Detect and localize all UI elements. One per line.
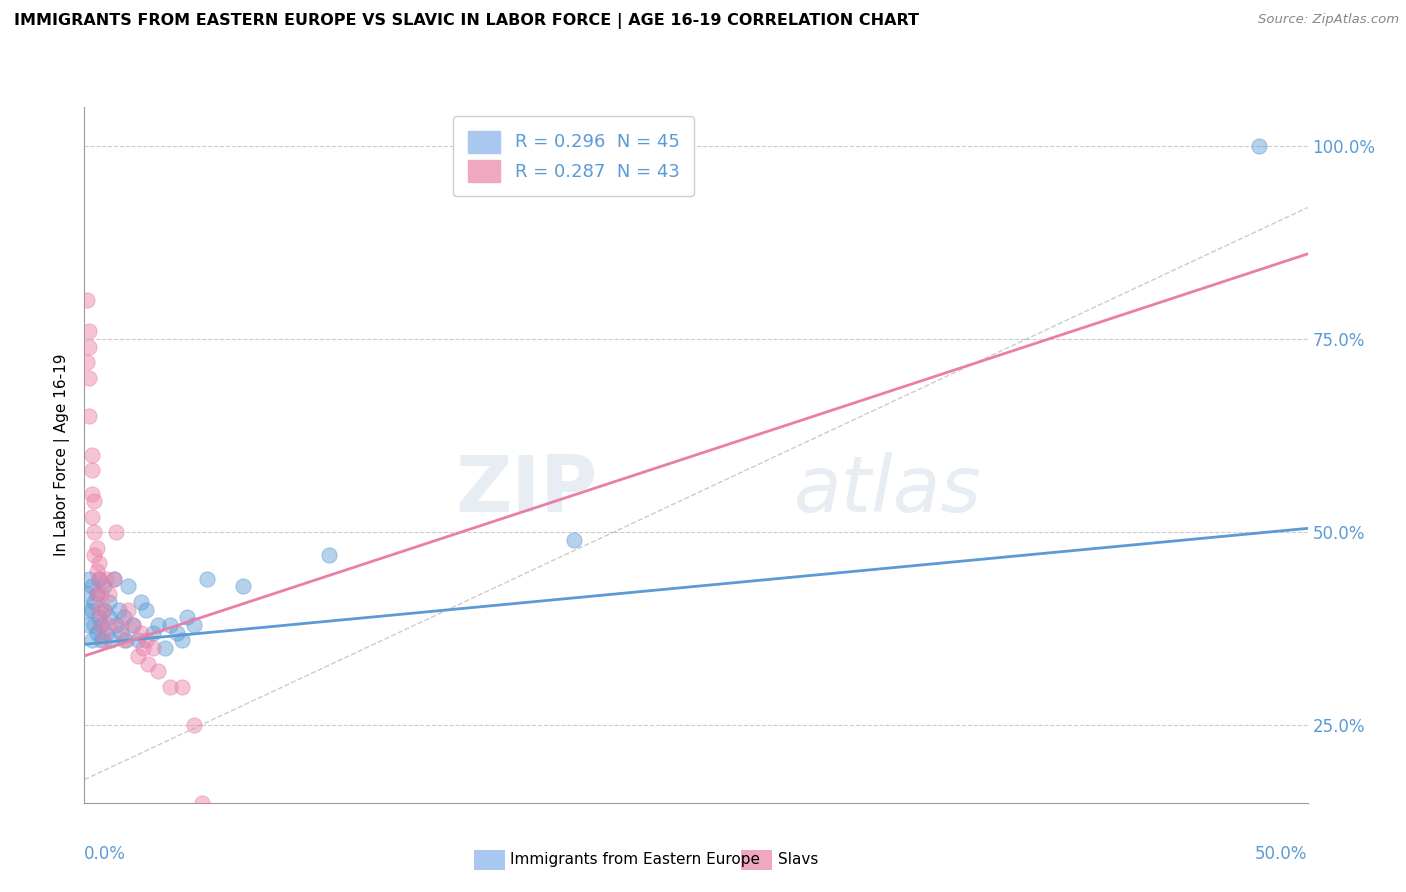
Point bbox=[112, 610, 135, 624]
Text: 0.0%: 0.0% bbox=[84, 845, 127, 863]
Point bbox=[86, 564, 108, 578]
Point bbox=[76, 293, 98, 308]
Point bbox=[136, 657, 159, 671]
Point bbox=[87, 572, 110, 586]
Point bbox=[76, 587, 98, 601]
Point bbox=[110, 618, 132, 632]
Point bbox=[80, 579, 103, 593]
Point bbox=[129, 625, 152, 640]
Point bbox=[93, 633, 115, 648]
Point bbox=[87, 556, 110, 570]
Text: Source: ZipAtlas.com: Source: ZipAtlas.com bbox=[1258, 13, 1399, 27]
Point bbox=[87, 610, 110, 624]
Point bbox=[86, 625, 108, 640]
Point bbox=[83, 618, 105, 632]
Point bbox=[142, 641, 165, 656]
Point bbox=[176, 610, 198, 624]
Text: Slavs: Slavs bbox=[778, 853, 818, 867]
Point bbox=[159, 680, 181, 694]
Point bbox=[77, 340, 100, 354]
Point bbox=[90, 618, 112, 632]
Point bbox=[115, 633, 138, 648]
Point bbox=[80, 509, 103, 524]
Point bbox=[80, 448, 103, 462]
Point bbox=[103, 572, 125, 586]
Point bbox=[159, 618, 181, 632]
Point bbox=[80, 486, 103, 500]
Point bbox=[127, 648, 149, 663]
Point bbox=[80, 463, 103, 477]
Point bbox=[77, 370, 100, 384]
Point bbox=[86, 587, 108, 601]
Point bbox=[90, 587, 112, 601]
Point bbox=[195, 572, 218, 586]
Point bbox=[112, 633, 135, 648]
Point bbox=[117, 579, 139, 593]
Point bbox=[110, 625, 132, 640]
Legend: R = 0.296  N = 45, R = 0.287  N = 43: R = 0.296 N = 45, R = 0.287 N = 43 bbox=[453, 116, 695, 196]
Point bbox=[80, 602, 103, 616]
Point bbox=[122, 618, 145, 632]
Point bbox=[93, 579, 115, 593]
Point bbox=[172, 680, 194, 694]
Point bbox=[90, 618, 112, 632]
Point bbox=[83, 494, 105, 508]
Point bbox=[103, 572, 125, 586]
Point bbox=[83, 595, 105, 609]
Text: ZIP: ZIP bbox=[456, 451, 598, 528]
Point bbox=[90, 633, 112, 648]
Point bbox=[107, 602, 129, 616]
Point bbox=[97, 610, 120, 624]
Text: Immigrants from Eastern Europe: Immigrants from Eastern Europe bbox=[510, 853, 761, 867]
Point bbox=[562, 533, 585, 547]
Text: atlas: atlas bbox=[794, 451, 981, 528]
Point bbox=[183, 618, 205, 632]
Point bbox=[318, 549, 340, 563]
Point bbox=[172, 633, 194, 648]
Point bbox=[146, 618, 169, 632]
Point bbox=[77, 324, 100, 338]
Point bbox=[135, 602, 157, 616]
Point bbox=[77, 409, 100, 424]
Point bbox=[76, 602, 98, 616]
Point bbox=[93, 602, 115, 616]
Point bbox=[105, 618, 128, 632]
Point bbox=[83, 549, 105, 563]
Point bbox=[83, 525, 105, 540]
Point bbox=[97, 587, 120, 601]
Point bbox=[105, 525, 128, 540]
Point bbox=[122, 618, 145, 632]
Text: IMMIGRANTS FROM EASTERN EUROPE VS SLAVIC IN LABOR FORCE | AGE 16-19 CORRELATION : IMMIGRANTS FROM EASTERN EUROPE VS SLAVIC… bbox=[14, 13, 920, 29]
Point bbox=[80, 633, 103, 648]
Point bbox=[87, 602, 110, 616]
Point bbox=[77, 572, 100, 586]
Point bbox=[142, 625, 165, 640]
Point bbox=[166, 625, 188, 640]
Point bbox=[135, 633, 157, 648]
Point bbox=[97, 618, 120, 632]
Point bbox=[153, 641, 176, 656]
Point bbox=[132, 641, 155, 656]
Point bbox=[127, 633, 149, 648]
Point bbox=[97, 595, 120, 609]
Point bbox=[77, 618, 100, 632]
Point bbox=[191, 796, 214, 810]
Point bbox=[87, 572, 110, 586]
Point bbox=[232, 579, 254, 593]
Point bbox=[93, 602, 115, 616]
Text: 50.0%: 50.0% bbox=[1256, 845, 1308, 863]
Point bbox=[117, 602, 139, 616]
Point bbox=[86, 587, 108, 601]
Point bbox=[183, 718, 205, 732]
Point bbox=[100, 633, 122, 648]
Y-axis label: In Labor Force | Age 16-19: In Labor Force | Age 16-19 bbox=[55, 353, 70, 557]
Point bbox=[129, 595, 152, 609]
Point bbox=[146, 665, 169, 679]
Point bbox=[86, 541, 108, 555]
Point bbox=[96, 625, 118, 640]
Point bbox=[96, 572, 118, 586]
Point bbox=[1247, 138, 1270, 153]
Point bbox=[76, 355, 98, 369]
